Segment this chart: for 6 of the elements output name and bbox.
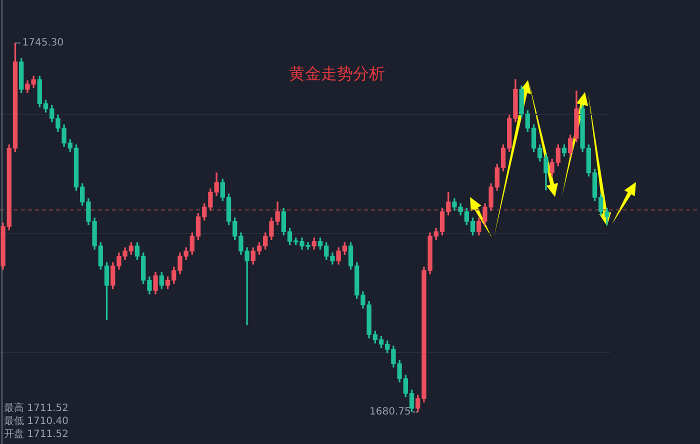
- text: 开盘 1711.52: [4, 428, 69, 441]
- annotation: 1680.75: [369, 406, 411, 418]
- annotation: 最高 1711.52: [4, 402, 69, 415]
- annotation: 1745.30: [22, 38, 64, 49]
- text: 最低 1710.40: [4, 415, 69, 428]
- text: 黄金走势分析: [289, 64, 385, 84]
